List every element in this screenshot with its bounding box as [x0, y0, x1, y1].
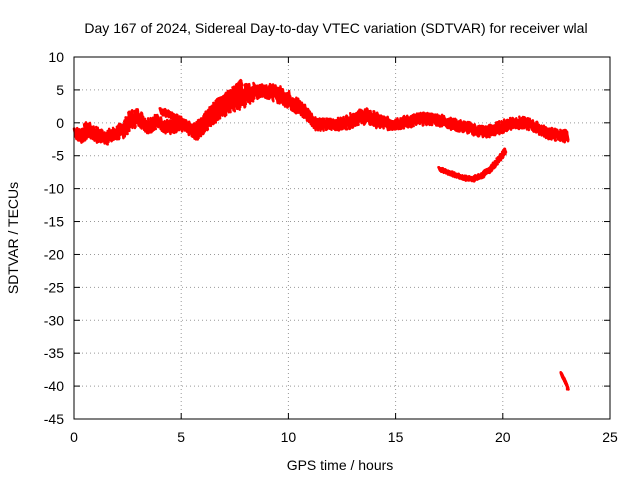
y-tick-label: 5: [56, 82, 64, 98]
data-point: [320, 121, 325, 132]
data-point: [192, 124, 197, 133]
dip-track: [437, 147, 508, 183]
data-point: [126, 118, 131, 133]
data-point: [152, 118, 157, 131]
data-point: [213, 101, 218, 110]
x-tick-label: 15: [388, 429, 404, 445]
x-axis-label: GPS time / hours: [287, 457, 394, 473]
data-point: [201, 117, 206, 125]
grid-lines: [74, 57, 610, 419]
data-point: [227, 97, 232, 114]
data-point: [508, 120, 513, 131]
data-point: [95, 130, 100, 144]
x-tick-label: 5: [177, 429, 185, 445]
data-point: [423, 115, 428, 127]
data-point: [317, 120, 322, 132]
data-point: [225, 92, 230, 101]
plot-frame: [73, 56, 611, 420]
y-tick-label: 0: [56, 115, 64, 131]
data-point: [82, 129, 87, 142]
y-tick-label: -30: [44, 312, 64, 328]
data-point: [338, 120, 343, 131]
x-tick-label: 25: [602, 429, 618, 445]
y-tick-label: -25: [44, 279, 64, 295]
y-axis-label: SDTVAR / TECUs: [5, 182, 21, 294]
data-point: [167, 123, 172, 136]
data-point: [405, 118, 410, 129]
chart-title: Day 167 of 2024, Sidereal Day-to-day VTE…: [84, 20, 587, 36]
y-tick-label: -35: [44, 345, 64, 361]
axis-ticks: 0 5 10 15 20 25 10 5 0 -5 -10 -15 -20 -25 -30 -35 -40 -45: [44, 49, 618, 445]
y-tick-label: -45: [44, 411, 64, 427]
data-point: [230, 89, 235, 98]
data-point: [553, 131, 558, 142]
data-point: [232, 87, 237, 96]
x-tick-label: 10: [281, 429, 297, 445]
x-tick-label: 20: [495, 429, 511, 445]
y-tick-label: -40: [44, 378, 64, 394]
data-point: [94, 130, 99, 144]
data-point: [88, 126, 93, 140]
late-cluster: [559, 371, 570, 391]
data-point: [174, 115, 179, 124]
secondary-track: [158, 78, 244, 135]
y-tick-label: -10: [44, 181, 64, 197]
y-tick-label: 10: [48, 49, 64, 65]
data-point: [494, 159, 499, 166]
data-point: [336, 121, 341, 132]
data-point: [183, 120, 188, 129]
y-tick-label: -5: [52, 148, 65, 164]
data-point: [163, 110, 168, 118]
main-track: [72, 81, 570, 146]
data-point: [247, 89, 252, 105]
data-layer: [72, 78, 570, 391]
data-point: [344, 119, 349, 131]
y-tick-label: -15: [44, 214, 64, 230]
data-point: [205, 118, 210, 131]
y-tick-label: -20: [44, 246, 64, 262]
data-point: [190, 126, 195, 135]
x-tick-label: 0: [70, 429, 78, 445]
data-point: [207, 108, 212, 117]
data-point: [203, 112, 208, 121]
data-point: [270, 89, 275, 103]
data-point: [491, 163, 496, 170]
data-point: [211, 104, 216, 113]
data-point: [499, 123, 504, 135]
data-point: [526, 120, 531, 132]
data-point: [496, 125, 501, 136]
